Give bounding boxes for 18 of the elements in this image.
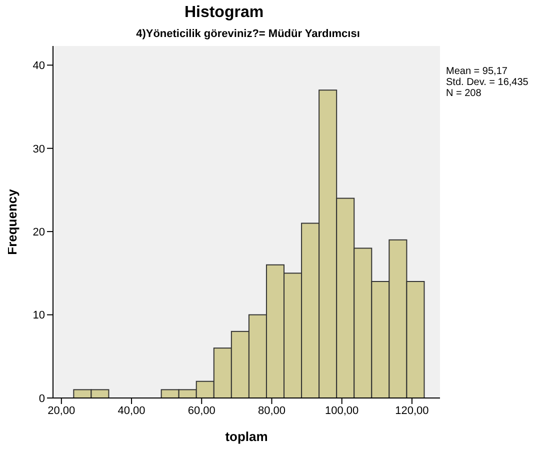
x-tick-label: 80,00 <box>258 404 286 417</box>
x-tick-label: 40,00 <box>118 404 146 417</box>
chart-subtitle: 4)Yöneticilik göreviniz?= Müdür Yardımcısı <box>135 28 361 40</box>
x-axis-title: toplam <box>225 429 268 444</box>
y-tick-label: 10 <box>32 310 45 322</box>
y-tick-label: 30 <box>32 143 45 156</box>
x-tick-label: 120,00 <box>395 404 429 417</box>
chart-title: Histogram <box>183 4 265 22</box>
text: Mean = 95,17 <box>446 66 508 77</box>
text: N = 208 <box>446 88 482 99</box>
y-tick-label: 20 <box>32 226 45 238</box>
text: Std. Dev. = 16,435 <box>446 77 528 88</box>
x-tick-label: 100,00 <box>325 404 359 417</box>
x-tick-label: 20,00 <box>48 404 76 417</box>
x-tick-label: 60,00 <box>188 404 216 417</box>
y-tick-label: 0 <box>38 392 45 405</box>
y-tick-label: 40 <box>32 60 45 72</box>
y-axis-title: Frequency <box>4 188 20 255</box>
